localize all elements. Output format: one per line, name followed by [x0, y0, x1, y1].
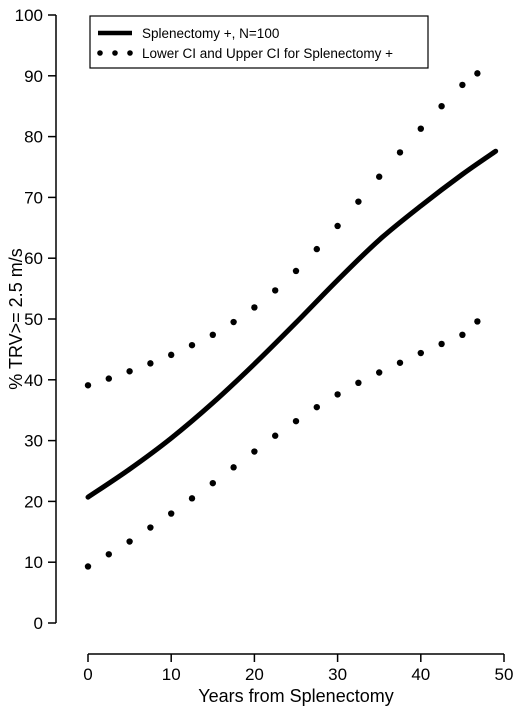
data-point-lower-ci — [334, 391, 341, 398]
data-point-lower-ci — [417, 349, 424, 357]
data-point-upper-ci — [417, 125, 424, 132]
data-point-lower-ci — [188, 495, 196, 502]
data-point-lower-ci — [230, 464, 237, 471]
y-tick-label: 80 — [24, 128, 43, 147]
data-point-upper-ci — [396, 149, 404, 156]
data-point-lower-ci — [376, 369, 383, 376]
data-point-lower-ci — [292, 417, 300, 425]
data-point-upper-ci — [147, 360, 154, 367]
x-tick-label: 40 — [411, 665, 430, 684]
series-line-splenectomy-n-100 — [85, 148, 499, 500]
x-axis-title: Years from Splenectomy — [198, 686, 393, 706]
y-tick-label: 50 — [24, 310, 43, 329]
x-tick-label: 10 — [162, 665, 181, 684]
data-point-upper-ci — [334, 222, 341, 230]
y-axis-title: % TRV>= 2.5 m/s — [6, 248, 26, 389]
data-point-upper-ci — [209, 331, 216, 339]
y-tick-label: 70 — [24, 188, 43, 207]
y-tick-label: 40 — [24, 371, 43, 390]
legend-box — [89, 15, 429, 69]
x-tick-label: 50 — [495, 665, 514, 684]
data-point-upper-ci — [376, 173, 383, 180]
y-tick-label: 20 — [24, 492, 43, 511]
data-point-lower-ci — [251, 448, 258, 455]
legend-label-fit: Splenectomy +, N=100 — [142, 26, 279, 41]
data-point-lower-ci — [396, 359, 404, 366]
legend: Splenectomy +, N=100 Lower CI and Upper … — [89, 15, 429, 69]
data-point-lower-ci — [459, 331, 466, 339]
data-point-upper-ci — [355, 198, 362, 205]
data-point-lower-ci — [438, 340, 445, 348]
legend-dot — [112, 50, 118, 56]
plot-area: 0 10 20 30 40 50 0 10 20 30 40 50 60 70 80 90 100 — [15, 6, 514, 684]
data-point-upper-ci — [126, 368, 133, 375]
x-tick-label: 30 — [328, 665, 347, 684]
x-tick-label: 20 — [245, 665, 264, 684]
data-point-lower-ci — [105, 551, 113, 558]
data-point-lower-ci — [168, 510, 175, 517]
y-tick-label: 30 — [24, 432, 43, 451]
data-point-lower-ci — [313, 403, 320, 411]
data-point-lower-ci — [355, 379, 362, 387]
data-point-upper-ci — [168, 351, 175, 359]
series-dots-lower-ci — [84, 318, 481, 570]
data-point-upper-ci — [188, 341, 196, 349]
data-point-lower-ci — [147, 524, 154, 531]
data-point-lower-ci — [126, 538, 133, 545]
data-point-upper-ci — [438, 103, 445, 110]
data-point-upper-ci — [105, 375, 113, 382]
data-point-lower-ci — [272, 432, 279, 439]
legend-dot — [97, 50, 103, 56]
legend-label-ci: Lower CI and Upper CI for Splenectomy + — [142, 46, 393, 61]
legend-dot — [127, 50, 133, 56]
series-layer — [84, 70, 499, 570]
x-axis-ticks: 0 10 20 30 40 50 — [83, 654, 513, 684]
data-point-upper-ci — [230, 318, 237, 326]
data-point-upper-ci — [251, 304, 258, 311]
data-point-upper-ci — [459, 81, 466, 89]
y-axis-ticks: 0 10 20 30 40 50 60 70 80 90 100 — [15, 6, 56, 633]
data-point-upper-ci — [272, 287, 279, 294]
x-tick-label: 0 — [83, 665, 92, 684]
data-point-upper-ci — [474, 70, 481, 77]
data-point-lower-ci — [209, 479, 216, 487]
y-tick-label: 0 — [34, 614, 43, 633]
data-point-upper-ci — [292, 267, 300, 275]
data-point-lower-ci — [474, 318, 481, 325]
data-point-lower-ci — [84, 563, 92, 570]
y-tick-label: 100 — [15, 6, 43, 25]
y-tick-label: 90 — [24, 67, 43, 86]
series-dots-upper-ci — [84, 70, 481, 389]
data-point-upper-ci — [84, 382, 92, 389]
data-point-upper-ci — [313, 245, 320, 253]
y-tick-label: 10 — [24, 553, 43, 572]
legend-dotted-swatch — [97, 50, 133, 56]
y-tick-label: 60 — [24, 249, 43, 268]
